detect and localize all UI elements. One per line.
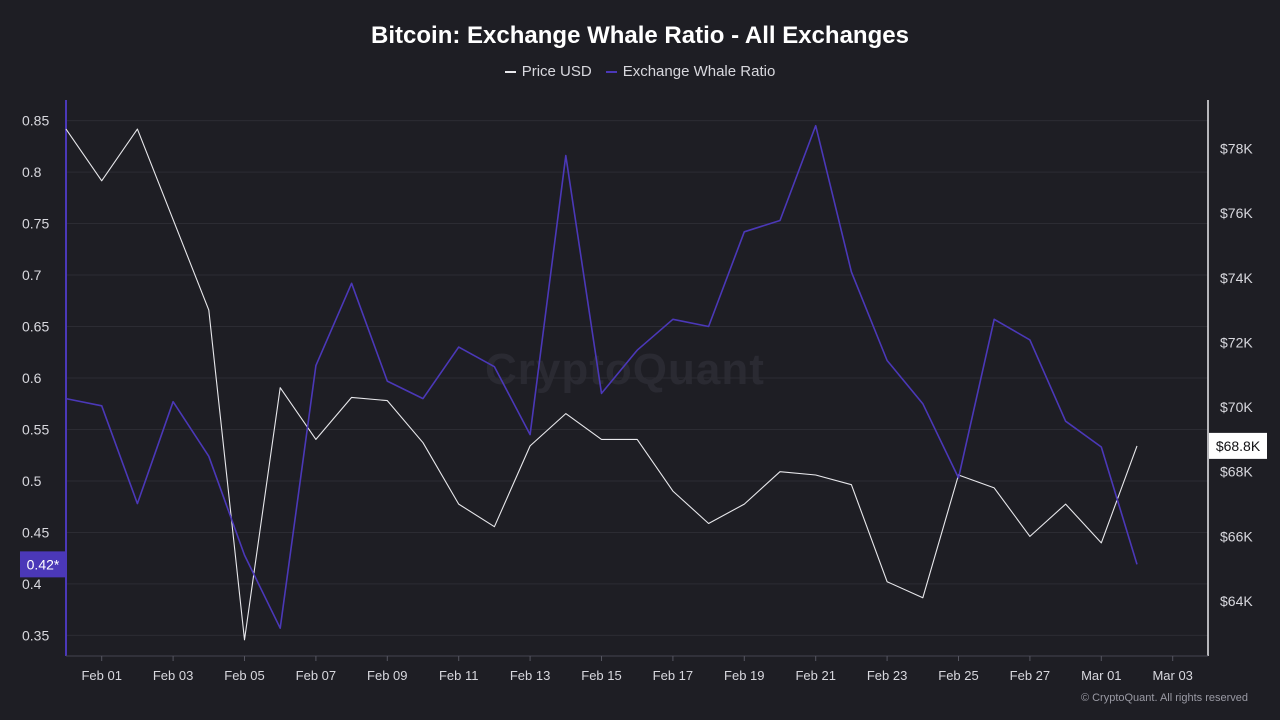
x-tick-label: Feb 23 — [867, 668, 907, 683]
x-tick-label: Mar 01 — [1081, 668, 1121, 683]
left-tick-label: 0.5 — [22, 473, 42, 489]
right-tick-label: $78K — [1220, 140, 1253, 156]
chart-title: Bitcoin: Exchange Whale Ratio - All Exch… — [371, 22, 909, 49]
right-tick-label: $76K — [1220, 205, 1253, 221]
right-current-badge-label: $68.8K — [1216, 438, 1261, 454]
right-tick-label: $74K — [1220, 270, 1253, 286]
right-axis-ticks: $64K $66K $68K $70K $72K $74K $76K $78K — [1220, 140, 1253, 609]
left-tick-label: 0.6 — [22, 370, 42, 386]
legend-label-price: Price USD — [521, 63, 592, 80]
grid-lines — [66, 120, 1208, 636]
watermark-logo: CryptoQuant — [485, 345, 765, 394]
whale-ratio-line — [65, 124, 1138, 630]
left-current-badge — [20, 551, 66, 578]
series-lines — [65, 124, 1138, 641]
chart-legend: Price USD Exchange Whale Ratio — [0, 63, 1280, 80]
x-tick-label: Feb 25 — [938, 668, 978, 683]
legend-item-whale-ratio[interactable]: Exchange Whale Ratio — [605, 63, 776, 80]
left-tick-label: 0.8 — [22, 164, 42, 180]
left-tick-label: 0.7 — [22, 267, 42, 283]
x-tick-label: Feb 03 — [153, 668, 193, 683]
legend-item-price[interactable]: Price USD — [504, 63, 592, 80]
x-tick-label: Mar 03 — [1152, 668, 1192, 683]
x-tick-label: Feb 27 — [1010, 668, 1050, 683]
left-tick-label: 0.65 — [22, 319, 49, 335]
legend-swatch-price — [504, 70, 516, 73]
left-current-badge-label: 0.42* — [27, 556, 60, 572]
x-tick-label: Feb 13 — [510, 668, 550, 683]
x-tick-label: Feb 11 — [439, 668, 479, 683]
legend-label-whale-ratio: Exchange Whale Ratio — [622, 63, 776, 80]
left-tick-label: 0.45 — [22, 524, 49, 540]
legend-swatch-whale-ratio — [605, 70, 617, 73]
left-axis-ticks: 0.35 0.4 0.45 0.5 0.55 0.6 0.65 0.7 0.75 0.8 0.85 — [22, 113, 49, 644]
left-tick-label: 0.4 — [22, 576, 42, 592]
left-tick-label: 0.85 — [22, 113, 49, 129]
left-tick-label: 0.35 — [22, 627, 49, 643]
right-tick-label: $72K — [1220, 334, 1253, 350]
left-tick-label: 0.55 — [22, 421, 49, 437]
price-usd-line — [65, 128, 1138, 641]
right-current-badge — [1209, 432, 1267, 459]
right-tick-label: $64K — [1220, 593, 1253, 609]
x-tick-label: Feb 17 — [653, 668, 693, 683]
x-tick-label: Feb 21 — [795, 668, 835, 683]
copyright-text: © CryptoQuant. All rights reserved — [1080, 692, 1248, 704]
x-tick-label: Feb 07 — [296, 668, 336, 683]
x-tick-label: Feb 01 — [81, 668, 121, 683]
right-tick-label: $70K — [1220, 399, 1253, 415]
right-tick-label: $68K — [1220, 464, 1253, 480]
value-badges: 0.42* $68.8K — [20, 432, 1267, 578]
left-tick-label: 0.75 — [22, 216, 49, 232]
x-tick-label: Feb 09 — [367, 668, 407, 683]
x-tick-label: Feb 15 — [581, 668, 621, 683]
x-tick-label: Feb 05 — [224, 668, 264, 683]
x-axis-ticks: Feb 01 Feb 03 Feb 05 Feb 07 Feb 09 Feb 11 Feb … — [81, 656, 1193, 683]
x-tick-label: Feb 19 — [724, 668, 764, 683]
right-tick-label: $66K — [1220, 528, 1253, 544]
